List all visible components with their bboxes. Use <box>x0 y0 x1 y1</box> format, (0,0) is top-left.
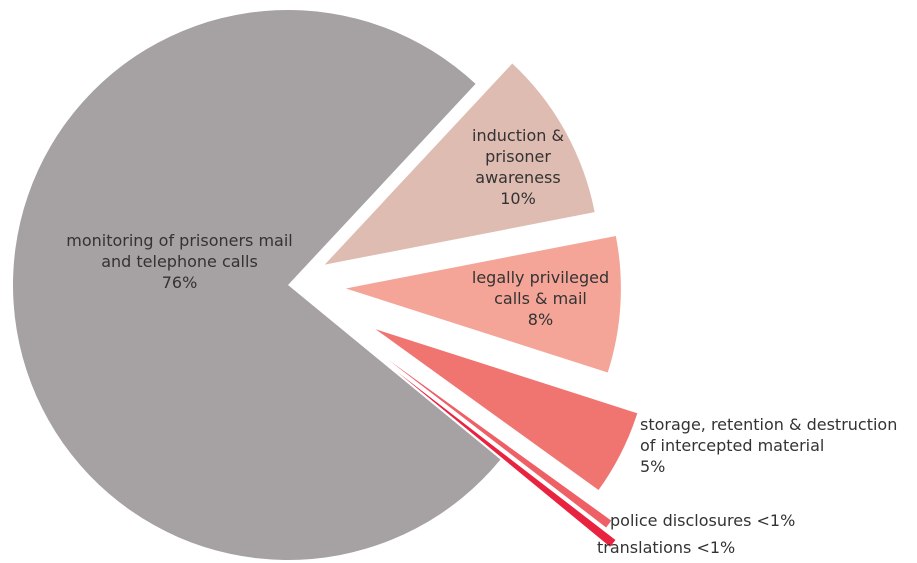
slice-label: translations <1% <box>597 537 897 558</box>
category-label: storage, retention & destruction of inte… <box>640 415 898 455</box>
category-label: monitoring of prisoners mail and telepho… <box>66 231 293 271</box>
value-label: 8% <box>527 310 554 329</box>
pie-slice <box>324 63 595 265</box>
category-label: legally privileged calls & mail <box>471 268 610 308</box>
category-label: police disclosures <box>610 511 752 530</box>
slice-label: legally privileged calls & mail 8% <box>458 267 623 330</box>
value-label: 76% <box>161 273 198 292</box>
pie-slice <box>345 235 621 373</box>
value-label: <1% <box>696 538 736 557</box>
pie-slice <box>13 9 501 560</box>
value-label: <1% <box>756 511 796 530</box>
slice-label: storage, retention & destruction of inte… <box>640 414 915 477</box>
value-label: 10% <box>500 189 536 208</box>
pie-slice <box>388 359 612 528</box>
pie-slice <box>375 329 638 491</box>
slice-label: induction & prisoner awareness 10% <box>448 125 588 209</box>
category-label: induction & prisoner awareness <box>472 126 564 187</box>
pie-slice <box>397 372 616 547</box>
slice-label: police disclosures <1% <box>610 510 910 531</box>
category-label: translations <box>597 538 692 557</box>
value-label: 5% <box>640 457 666 476</box>
slice-label: monitoring of prisoners mail and telepho… <box>62 230 297 293</box>
